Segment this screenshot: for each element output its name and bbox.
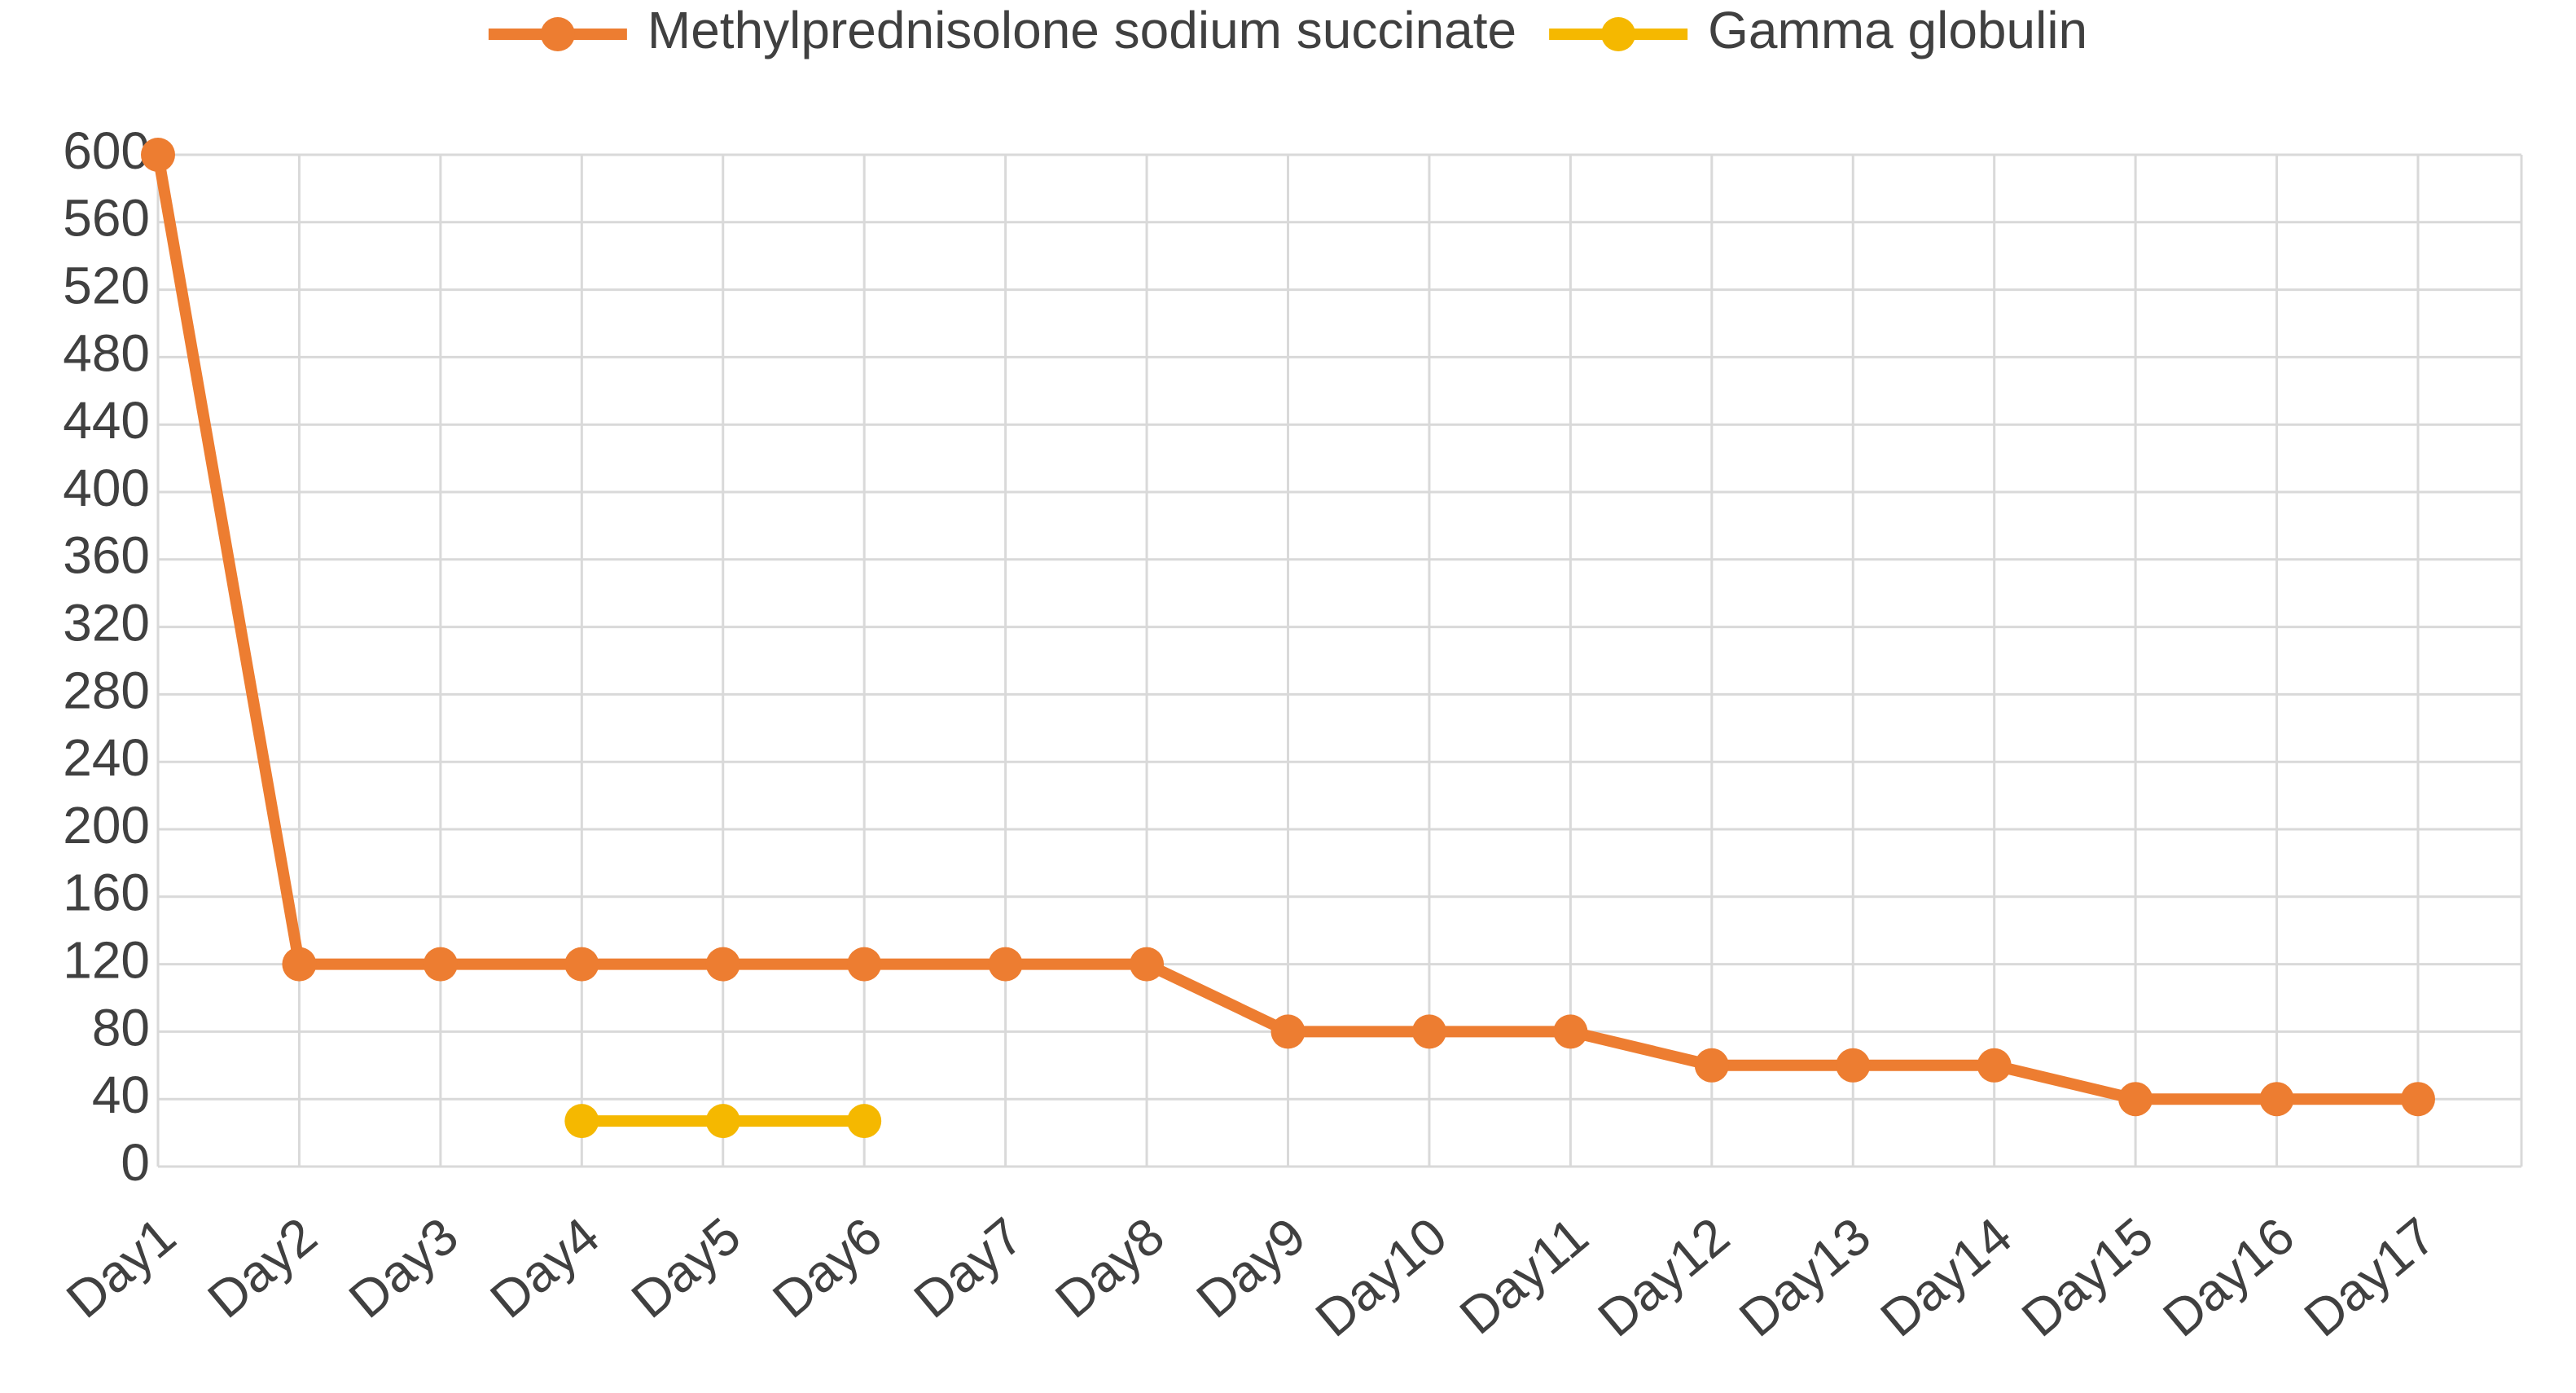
legend-item: Methylprednisolone sodium succinate (488, 1, 1516, 59)
x-tick-label: Day8 (1044, 1206, 1175, 1329)
y-tick-label: 480 (63, 323, 150, 382)
legend-swatch-point (540, 17, 575, 51)
y-tick-label: 280 (63, 661, 150, 719)
y-tick-label: 240 (63, 728, 150, 787)
y-tick-label: 160 (63, 863, 150, 922)
point (1553, 1014, 1588, 1049)
point (282, 947, 317, 982)
point (1130, 947, 1165, 982)
point (564, 1104, 599, 1139)
x-tick-label: Day6 (761, 1206, 893, 1329)
point (705, 947, 740, 982)
legend-label: Methylprednisolone sodium succinate (647, 1, 1516, 59)
point (2259, 1082, 2294, 1117)
x-tick-label: Day16 (2152, 1206, 2305, 1348)
point (1270, 1014, 1306, 1049)
y-tick-label: 600 (63, 121, 150, 180)
y-tick-label: 0 (121, 1133, 150, 1192)
x-tick-label: Day17 (2293, 1206, 2447, 1348)
point (1411, 1014, 1446, 1049)
point (1836, 1048, 1871, 1083)
point (847, 1104, 882, 1139)
point (847, 947, 882, 982)
y-tick-label: 40 (92, 1066, 150, 1124)
y-tick-label: 320 (63, 594, 150, 653)
y-tick-label: 120 (63, 931, 150, 990)
x-tick-label: Day11 (1449, 1206, 1599, 1346)
x-tick-label: Day2 (197, 1206, 328, 1329)
x-tick-label: Day9 (1186, 1206, 1317, 1329)
y-tick-label: 560 (63, 189, 150, 248)
x-tick-label: Day5 (621, 1206, 752, 1329)
point (1977, 1048, 2012, 1083)
point (423, 947, 458, 982)
y-tick-label: 80 (92, 998, 150, 1057)
x-tick-label: Day4 (479, 1206, 610, 1329)
legend-item: Gamma globulin (1549, 1, 2087, 59)
point (564, 947, 599, 982)
x-tick-label: Day15 (2011, 1206, 2164, 1348)
legend-label: Gamma globulin (1708, 1, 2087, 59)
point (705, 1104, 740, 1139)
legend: Methylprednisolone sodium succinate Gamma… (488, 1, 2087, 59)
x-tick-label: Day13 (1728, 1206, 1881, 1348)
point (141, 138, 175, 172)
x-tick-label: Day7 (903, 1206, 1034, 1329)
point (2118, 1082, 2153, 1117)
legend-swatch-point (1601, 17, 1636, 51)
x-tick-label: Day12 (1587, 1206, 1740, 1348)
point (988, 947, 1023, 982)
y-tick-label: 200 (63, 796, 150, 855)
x-tick-label: Day14 (1870, 1206, 2023, 1348)
x-tick-label: Day3 (338, 1206, 469, 1329)
point (2401, 1082, 2435, 1117)
y-tick-label: 440 (63, 391, 150, 450)
x-tick-label: Day10 (1305, 1206, 1458, 1348)
y-tick-label: 360 (63, 526, 150, 585)
point (1694, 1048, 1729, 1083)
y-tick-label: 400 (63, 459, 150, 517)
x-tick-label: Day1 (55, 1206, 187, 1329)
y-tick-label: 520 (63, 257, 150, 315)
